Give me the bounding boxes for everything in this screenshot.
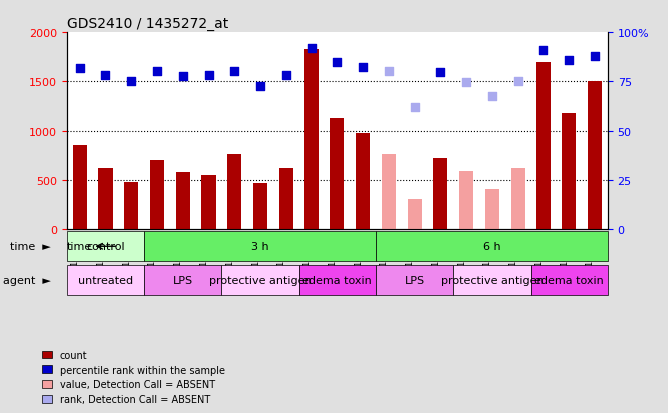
Text: untreated: untreated <box>78 275 133 285</box>
Bar <box>253 183 267 230</box>
Bar <box>562 114 576 230</box>
Bar <box>330 119 345 230</box>
Bar <box>356 133 370 230</box>
FancyBboxPatch shape <box>530 265 608 296</box>
FancyBboxPatch shape <box>376 265 454 296</box>
Point <box>203 72 214 78</box>
Bar <box>510 169 525 230</box>
Text: time  ►: time ► <box>10 242 51 252</box>
Bar <box>382 155 396 230</box>
Point <box>590 53 601 60</box>
Text: agent  ►: agent ► <box>3 275 51 285</box>
FancyBboxPatch shape <box>299 265 376 296</box>
Point <box>281 73 291 80</box>
Point <box>306 45 317 52</box>
Bar <box>73 145 87 230</box>
Point <box>100 73 111 80</box>
Bar <box>459 172 473 230</box>
Bar <box>434 159 448 230</box>
FancyBboxPatch shape <box>376 231 608 262</box>
Text: GDS2410 / 1435272_at: GDS2410 / 1435272_at <box>67 17 228 31</box>
Point <box>461 80 472 86</box>
Point <box>358 64 369 71</box>
Text: protective antigen: protective antigen <box>208 275 311 285</box>
Point <box>178 74 188 81</box>
Point <box>152 68 162 75</box>
Text: control: control <box>86 242 125 252</box>
Bar <box>305 50 319 230</box>
Point <box>383 68 394 75</box>
Point <box>435 69 446 76</box>
Point <box>255 84 265 90</box>
Bar <box>485 190 499 230</box>
Text: time: time <box>67 242 92 252</box>
Bar <box>98 169 112 230</box>
Bar <box>176 173 190 230</box>
Bar <box>536 62 550 230</box>
Bar <box>124 183 138 230</box>
Point <box>409 104 420 111</box>
Text: protective antigen: protective antigen <box>441 275 543 285</box>
FancyBboxPatch shape <box>221 265 299 296</box>
Point <box>126 79 136 85</box>
FancyBboxPatch shape <box>144 265 221 296</box>
Bar <box>407 199 422 230</box>
Point <box>512 79 523 85</box>
Point <box>332 59 343 66</box>
FancyBboxPatch shape <box>144 231 376 262</box>
Bar <box>202 176 216 230</box>
Point <box>486 94 497 100</box>
FancyBboxPatch shape <box>67 231 144 262</box>
Point <box>229 68 240 75</box>
Point <box>538 47 549 54</box>
Legend: count, percentile rank within the sample, value, Detection Call = ABSENT, rank, : count, percentile rank within the sample… <box>38 346 228 408</box>
Text: LPS: LPS <box>405 275 425 285</box>
Text: 3 h: 3 h <box>251 242 269 252</box>
Text: LPS: LPS <box>173 275 193 285</box>
Bar <box>279 169 293 230</box>
Text: edema toxin: edema toxin <box>303 275 372 285</box>
FancyBboxPatch shape <box>67 265 144 296</box>
FancyBboxPatch shape <box>454 265 530 296</box>
Point <box>564 57 574 64</box>
Text: edema toxin: edema toxin <box>534 275 604 285</box>
Bar <box>588 82 602 230</box>
Text: 6 h: 6 h <box>483 242 501 252</box>
Bar <box>227 155 241 230</box>
Bar <box>150 161 164 230</box>
Point <box>74 65 85 72</box>
